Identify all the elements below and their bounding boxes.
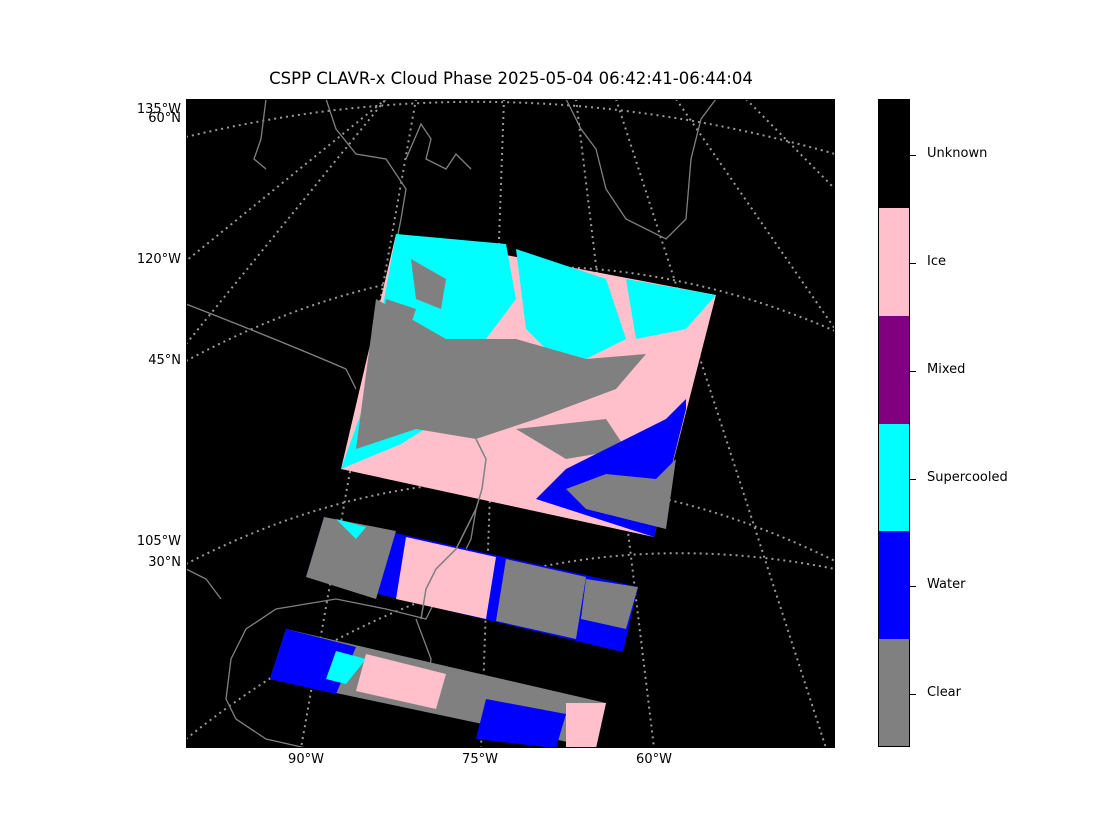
colorbar-tick [910, 371, 916, 372]
colorbar-water [879, 531, 909, 639]
swath-middle [306, 517, 638, 652]
label-60n: 60°N [148, 111, 181, 126]
swath-north [341, 234, 716, 537]
label-60w: 60°W [636, 752, 672, 767]
colorbar-supercooled [879, 424, 909, 531]
colorbar-label-supercooled: Supercooled [927, 470, 1008, 485]
colorbar-label-ice: Ice [927, 254, 946, 269]
colorbar-clear [879, 639, 909, 746]
colorbar-label-water: Water [927, 577, 966, 592]
label-75w: 75°W [462, 752, 498, 767]
colorbar-label-unknown: Unknown [927, 146, 988, 161]
label-105w: 105°W [136, 534, 181, 549]
label-45n: 45°N [148, 353, 181, 368]
colorbar-label-mixed: Mixed [927, 362, 966, 377]
east-coast-line [420, 438, 487, 620]
colorbar [878, 99, 910, 747]
map-title: CSPP CLAVR-x Cloud Phase 2025-05-04 06:4… [269, 69, 753, 88]
map-panel [186, 99, 835, 748]
colorbar-tick [910, 155, 916, 156]
colorbar-tick [910, 586, 916, 587]
label-120w: 120°W [136, 252, 181, 267]
colorbar-tick [910, 694, 916, 695]
colorbar-tick [910, 479, 916, 480]
colorbar-ice [879, 208, 909, 316]
label-135w: 135°W [136, 102, 181, 117]
colorbar-tick [910, 263, 916, 264]
colorbar-mixed [879, 316, 909, 424]
colorbar-label-clear: Clear [927, 685, 961, 700]
swath-south [270, 629, 606, 748]
label-90w: 90°W [288, 752, 324, 767]
colorbar-unknown [879, 100, 909, 208]
label-30n: 30°N [148, 555, 181, 570]
